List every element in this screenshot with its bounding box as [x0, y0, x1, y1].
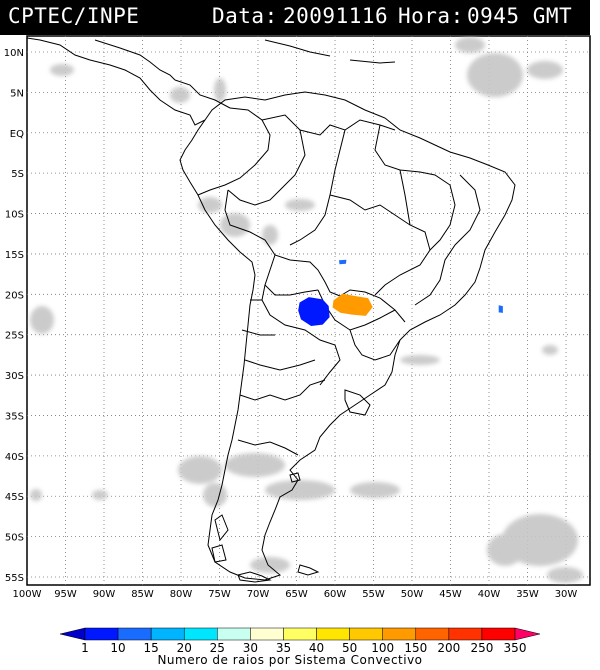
legend-swatch — [448, 627, 483, 641]
legend-label: 100 — [371, 641, 394, 655]
longitude-label: 90W — [93, 589, 116, 600]
legend-swatch — [481, 627, 516, 641]
legend-label: 35 — [276, 641, 291, 655]
date-label: Data: — [212, 4, 278, 28]
latitude-label: EQ — [10, 129, 24, 140]
legend-swatch — [117, 627, 152, 641]
longitude-label: 40W — [478, 589, 501, 600]
longitude-label: 30W — [555, 589, 578, 600]
latitude-label: 35S — [5, 411, 24, 422]
cloud-cover — [30, 37, 583, 583]
legend-label: 50 — [342, 641, 357, 655]
longitude-label: 45W — [439, 589, 462, 600]
legend-swatch — [283, 627, 317, 641]
lightning-clusters — [298, 259, 503, 327]
legend-swatch — [316, 627, 350, 641]
lightning-cluster — [298, 297, 330, 327]
legend-swatch — [382, 627, 417, 641]
legend-swatch — [250, 627, 284, 641]
latitude-label: 45S — [5, 492, 24, 503]
longitude-label: 35W — [516, 589, 539, 600]
legend-label: 20 — [177, 641, 192, 655]
coastlines — [27, 37, 516, 583]
legend-label: 1 — [81, 641, 89, 655]
lightning-cluster — [332, 293, 373, 316]
title-bar: CPTEC/INPE Data: 20091116 Hora: 0945 GMT — [0, 0, 590, 35]
lightning-cluster — [498, 305, 503, 313]
lightning-map: 10N5NEQ5S10S15S20S25S30S35S40S45S50S55S … — [4, 35, 591, 600]
longitude-label: 70W — [247, 589, 270, 600]
latitude-label: 25S — [5, 331, 24, 342]
longitude-label: 65W — [285, 589, 308, 600]
legend-label: 15 — [144, 641, 159, 655]
legend-label: 40 — [309, 641, 324, 655]
longitude-label: 100W — [13, 589, 42, 600]
legend-label: 10 — [110, 641, 125, 655]
legend-label: 200 — [437, 641, 460, 655]
longitude-label: 75W — [208, 589, 231, 600]
legend-label: 25 — [210, 641, 225, 655]
latitude-label: 50S — [5, 533, 24, 544]
longitude-label: 60W — [324, 589, 347, 600]
longitude-label: 55W — [362, 589, 385, 600]
legend-labels: 1 10 15 20 25 30 35 40 50 100 150 200 250 350 — [81, 641, 526, 655]
longitude-label: 95W — [54, 589, 77, 600]
latitude-label: 20S — [5, 290, 24, 301]
legend-swatch — [349, 627, 383, 641]
date-value: 20091116 — [283, 4, 389, 28]
longitude-labels: 100W 95W 90W 85W 80W 75W 70W 65W 60W 55W 50W 45W 40W… — [13, 589, 578, 600]
latitude-label: 40S — [5, 452, 24, 463]
lightning-cluster — [339, 259, 347, 265]
latitude-label: 55S — [5, 573, 24, 584]
longitude-label: 85W — [131, 589, 154, 600]
latitude-label: 5N — [10, 88, 24, 99]
time-value: 0945 GMT — [467, 4, 573, 28]
legend-caption: Numero de raios por Sistema Convectivo — [157, 653, 422, 667]
legend-swatch — [514, 627, 541, 641]
latitude-label: 10N — [4, 48, 24, 59]
legend-label: 30 — [243, 641, 258, 655]
legend-swatch — [84, 627, 119, 641]
legend-bar — [59, 627, 541, 641]
latitude-label: 10S — [5, 210, 24, 221]
legend-swatch — [415, 627, 450, 641]
time-label: Hora: — [398, 4, 464, 28]
legend-label: 150 — [404, 641, 427, 655]
source-label: CPTEC/INPE — [8, 4, 140, 28]
legend-label: 250 — [470, 641, 493, 655]
legend-swatch — [217, 627, 251, 641]
legend-label: 350 — [504, 641, 527, 655]
legend-swatch — [183, 627, 218, 641]
latitude-labels: 10N 5N EQ 5S 10S 15S 20S 25S 30S 35S 40S 45S 50S 55S — [4, 48, 24, 584]
latitude-label: 15S — [5, 250, 24, 261]
latitude-label: 5S — [11, 169, 24, 180]
legend-swatch — [59, 627, 86, 641]
color-legend: 1 10 15 20 25 30 35 40 50 100 150 200 250 350 Numero … — [59, 627, 541, 667]
legend-swatch — [150, 627, 185, 641]
latitude-label: 30S — [5, 371, 24, 382]
longitude-label: 80W — [170, 589, 193, 600]
longitude-label: 50W — [401, 589, 424, 600]
